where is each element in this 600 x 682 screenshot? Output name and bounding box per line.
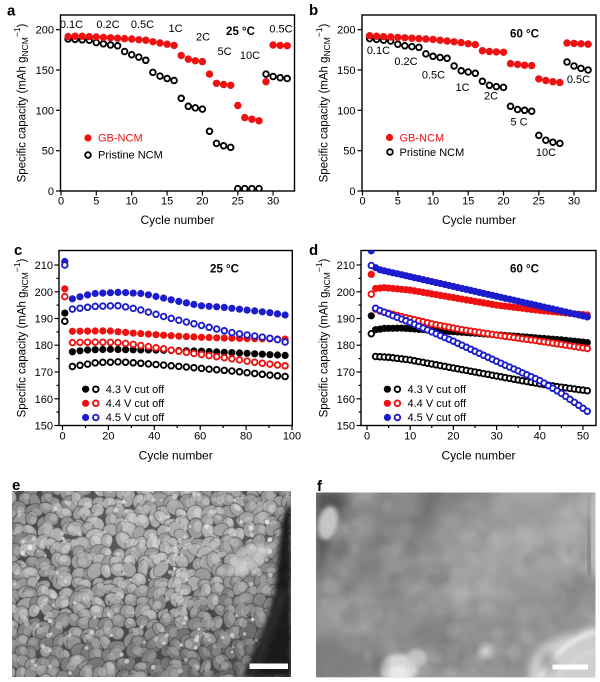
svg-text:0.5C: 0.5C (269, 24, 292, 36)
svg-text:Cycle number: Cycle number (442, 213, 516, 227)
svg-text:4.5 V cut off: 4.5 V cut off (408, 412, 467, 424)
svg-text:5: 5 (93, 196, 99, 208)
svg-text:50: 50 (42, 146, 54, 158)
svg-text:25: 25 (533, 196, 545, 208)
svg-text:Specific capacity (mAh gNCM−1): Specific capacity (mAh gNCM−1) (12, 258, 30, 417)
svg-text:150: 150 (337, 421, 355, 433)
svg-text:Pristine NCM: Pristine NCM (98, 150, 163, 162)
svg-text:Cycle number: Cycle number (139, 449, 213, 463)
svg-text:30: 30 (267, 196, 279, 208)
svg-text:4.5 V cut off: 4.5 V cut off (106, 412, 165, 424)
svg-text:150: 150 (337, 65, 355, 77)
svg-text:0.5C: 0.5C (422, 70, 445, 82)
svg-text:d: d (309, 242, 318, 259)
svg-text:10C: 10C (536, 147, 556, 159)
svg-text:0.5C: 0.5C (131, 19, 154, 31)
svg-text:210: 210 (337, 260, 355, 272)
svg-text:4.4 V cut off: 4.4 V cut off (106, 398, 165, 410)
svg-text:4.4 V cut off: 4.4 V cut off (408, 398, 467, 410)
svg-text:0: 0 (364, 431, 370, 443)
svg-text:1C: 1C (168, 23, 182, 35)
svg-text:25: 25 (232, 196, 244, 208)
svg-text:200: 200 (35, 287, 53, 299)
svg-text:200: 200 (337, 25, 355, 37)
svg-text:Specific capacity (mAh gNCM−1): Specific capacity (mAh gNCM−1) (314, 258, 332, 417)
svg-text:170: 170 (337, 367, 355, 379)
svg-text:180: 180 (35, 340, 53, 352)
svg-text:40: 40 (148, 431, 160, 443)
svg-text:b: b (309, 2, 318, 19)
svg-text:5C: 5C (217, 46, 231, 58)
svg-text:10C: 10C (240, 50, 260, 62)
svg-text:0: 0 (48, 186, 54, 198)
svg-text:4.3 V cut off: 4.3 V cut off (106, 384, 165, 396)
svg-text:170: 170 (35, 367, 53, 379)
svg-text:180: 180 (337, 340, 355, 352)
svg-text:Cycle number: Cycle number (441, 449, 515, 463)
svg-text:4.3 V cut off: 4.3 V cut off (408, 384, 467, 396)
svg-text:10: 10 (126, 196, 138, 208)
svg-text:50: 50 (577, 431, 589, 443)
svg-text:160: 160 (35, 394, 53, 406)
svg-text:50: 50 (343, 146, 355, 158)
svg-text:100: 100 (337, 105, 355, 117)
svg-text:5 C: 5 C (510, 117, 527, 129)
svg-text:0.1C: 0.1C (367, 45, 390, 57)
svg-text:30: 30 (568, 196, 580, 208)
svg-text:100: 100 (283, 431, 301, 443)
svg-text:0.5C: 0.5C (567, 74, 590, 86)
svg-text:Pristine NCM: Pristine NCM (400, 147, 465, 159)
svg-text:100: 100 (36, 105, 54, 117)
svg-text:f: f (317, 478, 323, 495)
svg-text:Cycle number: Cycle number (140, 213, 214, 227)
svg-text:e: e (12, 477, 20, 494)
svg-text:60: 60 (194, 431, 206, 443)
svg-text:GB-NCM: GB-NCM (400, 133, 445, 145)
svg-text:2C: 2C (196, 32, 210, 44)
svg-text:20: 20 (447, 431, 459, 443)
svg-text:20: 20 (196, 196, 208, 208)
svg-text:60 °C: 60 °C (510, 264, 539, 276)
svg-text:40: 40 (534, 431, 546, 443)
svg-text:200: 200 (337, 287, 355, 299)
svg-text:5: 5 (395, 196, 401, 208)
svg-text:200: 200 (36, 25, 54, 37)
svg-text:20: 20 (102, 431, 114, 443)
svg-text:0.2C: 0.2C (394, 56, 417, 68)
svg-text:25 °C: 25 °C (226, 26, 255, 38)
svg-text:30: 30 (490, 431, 502, 443)
svg-text:10: 10 (427, 196, 439, 208)
svg-text:160: 160 (337, 394, 355, 406)
svg-text:1C: 1C (455, 82, 469, 94)
svg-text:c: c (14, 242, 22, 259)
svg-text:a: a (7, 3, 16, 20)
svg-text:20: 20 (497, 196, 509, 208)
svg-text:15: 15 (161, 196, 173, 208)
svg-text:150: 150 (35, 421, 53, 433)
svg-text:Specific capacity (mAh gNCM−1): Specific capacity (mAh gNCM−1) (314, 23, 332, 182)
svg-text:2C: 2C (484, 91, 498, 103)
svg-text:15: 15 (462, 196, 474, 208)
svg-text:60 °C: 60 °C (510, 29, 539, 41)
svg-text:0: 0 (359, 196, 365, 208)
svg-text:Specific capacity (mAh gNCM−1): Specific capacity (mAh gNCM−1) (12, 23, 30, 182)
svg-text:80: 80 (240, 431, 252, 443)
svg-text:210: 210 (35, 260, 53, 272)
svg-text:190: 190 (35, 314, 53, 326)
svg-text:10: 10 (404, 431, 416, 443)
svg-text:GB-NCM: GB-NCM (98, 133, 143, 145)
svg-text:150: 150 (36, 65, 54, 77)
svg-text:0: 0 (59, 431, 65, 443)
svg-text:0.2C: 0.2C (96, 19, 119, 31)
svg-text:190: 190 (337, 314, 355, 326)
svg-text:25 °C: 25 °C (210, 264, 239, 276)
svg-text:0: 0 (349, 186, 355, 198)
svg-text:0.1C: 0.1C (60, 19, 83, 31)
svg-text:0: 0 (58, 196, 64, 208)
